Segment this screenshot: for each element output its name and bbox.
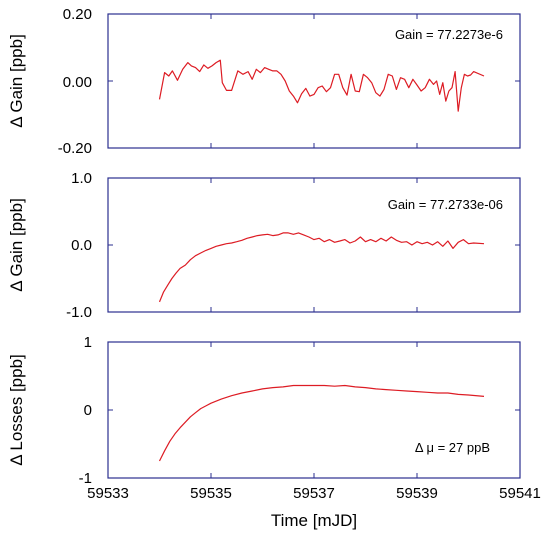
panel-3-ticks <box>107 341 521 479</box>
panel-3-series-line <box>158 384 485 462</box>
panel-2-ytick-label-1: 0.0 <box>71 237 92 254</box>
panel-1-annotation: Gain = 77.2273e-6 <box>395 27 503 42</box>
panel-2-ytick-label-0: 1.0 <box>71 170 92 187</box>
xtick-label-0: 59533 <box>87 485 129 502</box>
panel-1-ytick-label-0: 0.20 <box>63 6 92 23</box>
panel-1-ylabel: Δ Gain [ppb] <box>7 34 26 128</box>
panel-3: 1 0 -1 Δ Losses [ppb] Δ μ = 27 ppB 59533… <box>7 334 541 530</box>
panel-1: 0.20 0.00 -0.20 Δ Gain [ppb] Gain = 77.2… <box>7 6 521 157</box>
panel-2-ytick-label-2: -1.0 <box>66 304 92 321</box>
xlabel: Time [mJD] <box>271 511 357 530</box>
xtick-label-1: 59535 <box>190 485 232 502</box>
panel-3-annotation: Δ μ = 27 ppB <box>415 440 490 455</box>
xtick-label-2: 59537 <box>293 485 335 502</box>
panel-1-ticks <box>107 13 521 149</box>
panel-3-ytick-label-1: 0 <box>84 402 92 419</box>
xtick-label-4: 59541 <box>499 485 541 502</box>
panel-2: 1.0 0.0 -1.0 Δ Gain [ppb] Gain = 77.2733… <box>7 170 521 321</box>
panel-2-ticks <box>107 177 521 313</box>
panel-2-series-line <box>158 232 485 303</box>
panel-2-ylabel: Δ Gain [ppb] <box>7 198 26 292</box>
panel-1-ytick-label-2: -0.20 <box>58 140 92 157</box>
panel-3-ytick-label-2: -1 <box>79 470 92 487</box>
panel-3-frame <box>107 341 521 479</box>
panel-3-ytick-label-0: 1 <box>84 334 92 351</box>
panel-3-ylabel: Δ Losses [ppb] <box>7 354 26 466</box>
xtick-label-3: 59539 <box>396 485 438 502</box>
panel-2-annotation: Gain = 77.2733e-06 <box>388 197 503 212</box>
panel-1-series-line <box>158 59 485 112</box>
panel-1-ytick-label-1: 0.00 <box>63 74 92 91</box>
